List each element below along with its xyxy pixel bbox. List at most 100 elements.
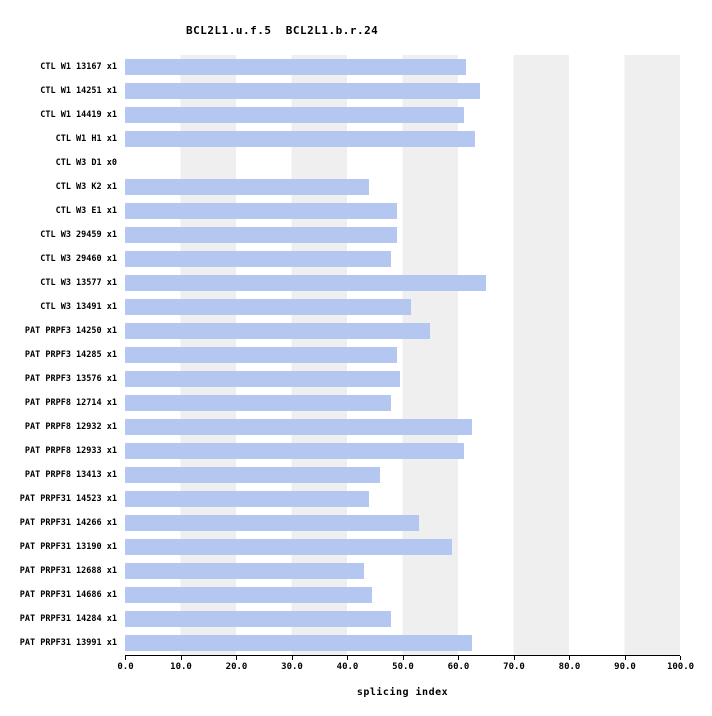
bar: [125, 275, 486, 291]
x-axis-tick: 60.0: [448, 656, 469, 672]
plot-area: [125, 55, 680, 655]
x-axis-tick: 30.0: [281, 656, 303, 672]
bar-row: [125, 271, 680, 295]
x-axis-tick-label: 50.0: [392, 662, 414, 672]
y-axis-label: PAT PRPF8 12932 x1: [24, 422, 117, 432]
x-axis: 0.0 10.0 20.0 30.0 40.0 50.0 60.0 70.0 80.0 90.0 1…: [117, 655, 694, 683]
bar: [125, 83, 481, 99]
bar-row: [125, 55, 680, 79]
x-axis-tick-label: 80.0: [558, 662, 581, 672]
y-axis-label: CTL W3 29460 x1: [40, 254, 117, 264]
bar-row: [125, 607, 680, 631]
bar: [125, 491, 370, 507]
bar-row: [125, 631, 680, 655]
y-axis-label: CTL W1 14251 x1: [40, 86, 117, 96]
x-axis-title: splicing index: [356, 687, 449, 698]
bar: [125, 299, 411, 315]
y-axis-label: CTL W3 13491 x1: [40, 302, 117, 312]
x-axis-tick: 50.0: [392, 656, 414, 672]
x-axis-tick-label: 60.0: [447, 662, 470, 672]
bar-row: [125, 511, 680, 535]
bar-row: [125, 103, 680, 127]
bar-row: [125, 295, 680, 319]
x-axis-tick-label: 70.0: [503, 662, 525, 672]
y-axis-label: PAT PRPF31 14266 x1: [19, 518, 117, 528]
y-axis-label: CTL W1 H1 x1: [55, 134, 117, 144]
bar: [125, 323, 431, 339]
y-axis-label: PAT PRPF3 14285 x1: [24, 350, 117, 360]
bar: [125, 635, 472, 651]
y-axis-label: PAT PRPF3 14250 x1: [24, 326, 117, 336]
bar-row: [125, 415, 680, 439]
bar: [125, 251, 392, 267]
bar: [125, 443, 464, 459]
y-axis-label: PAT PRPF31 13991 x1: [19, 638, 117, 648]
x-axis-tick-label: 0.0: [117, 662, 134, 672]
y-axis-labels: CTL W1 13167 x1 CTL W1 14251 x1 CTL W1 144…: [0, 55, 125, 655]
bar: [125, 611, 392, 627]
x-axis-tick: 20.0: [226, 656, 247, 672]
y-axis-label: CTL W3 13577 x1: [40, 278, 117, 288]
bar: [125, 131, 475, 147]
x-axis-tick-label: 40.0: [336, 662, 359, 672]
x-axis-tick: 0.0: [117, 656, 134, 672]
bar-row: [125, 583, 680, 607]
bar: [125, 371, 400, 387]
y-axis-label: CTL W3 K2 x1: [55, 182, 117, 192]
y-axis-label: CTL W3 E1 x1: [55, 206, 117, 216]
bar: [125, 227, 397, 243]
bar: [125, 515, 420, 531]
bar-row: [125, 391, 680, 415]
x-axis-tick: 80.0: [559, 656, 580, 672]
bar-row: [125, 151, 680, 175]
bar: [125, 419, 472, 435]
bar-row: [125, 535, 680, 559]
bar: [125, 467, 381, 483]
bar-row: [125, 439, 680, 463]
bar-row: [125, 319, 680, 343]
bar: [125, 179, 370, 195]
bar: [125, 539, 453, 555]
bar-row: [125, 343, 680, 367]
y-axis-label: PAT PRPF31 14686 x1: [19, 590, 117, 600]
bar: [125, 563, 364, 579]
x-axis-tick-label: 90.0: [614, 662, 636, 672]
chart-body: CTL W1 13167 x1 CTL W1 14251 x1 CTL W1 144…: [0, 55, 694, 698]
x-axis-tick: 70.0: [503, 656, 525, 672]
bar: [125, 395, 392, 411]
bar: [125, 587, 372, 603]
x-axis-tick-label: 20.0: [225, 662, 248, 672]
x-axis-tick: 90.0: [614, 656, 636, 672]
bar-row: [125, 367, 680, 391]
x-axis-tick: 40.0: [337, 656, 358, 672]
y-axis-label: PAT PRPF8 13413 x1: [24, 470, 117, 480]
bar: [125, 203, 397, 219]
x-axis-tick: 10.0: [170, 656, 192, 672]
y-axis-label: PAT PRPF3 13576 x1: [24, 374, 117, 384]
y-axis-label: CTL W3 D1 x0: [55, 158, 117, 168]
y-axis-label: PAT PRPF31 14523 x1: [19, 494, 117, 504]
bar-row: [125, 487, 680, 511]
y-axis-label: PAT PRPF31 12688 x1: [19, 566, 117, 576]
y-axis-label: CTL W1 13167 x1: [40, 62, 117, 72]
bar-row: [125, 175, 680, 199]
y-axis-label: CTL W3 29459 x1: [40, 230, 117, 240]
y-axis-label: PAT PRPF31 14284 x1: [19, 614, 117, 624]
x-axis-tick: 100.0: [667, 656, 694, 672]
x-axis-tick-label: 30.0: [281, 662, 303, 672]
bar-row: [125, 79, 680, 103]
x-axis-tick-label: 100.0: [666, 662, 695, 672]
bar-row: [125, 463, 680, 487]
y-axis-label: PAT PRPF8 12933 x1: [24, 446, 117, 456]
bar-row: [125, 223, 680, 247]
bar-row: [125, 127, 680, 151]
bar-row: [125, 247, 680, 271]
bar: [125, 347, 397, 363]
x-axis-tick-label: 10.0: [170, 662, 192, 672]
bar-row: [125, 199, 680, 223]
chart-title: BCL2L1.u.f.5 BCL2L1.b.r.24: [186, 24, 379, 37]
y-axis-label: CTL W1 14419 x1: [40, 110, 117, 120]
y-axis-label: PAT PRPF31 13190 x1: [19, 542, 117, 552]
bar: [125, 59, 467, 75]
